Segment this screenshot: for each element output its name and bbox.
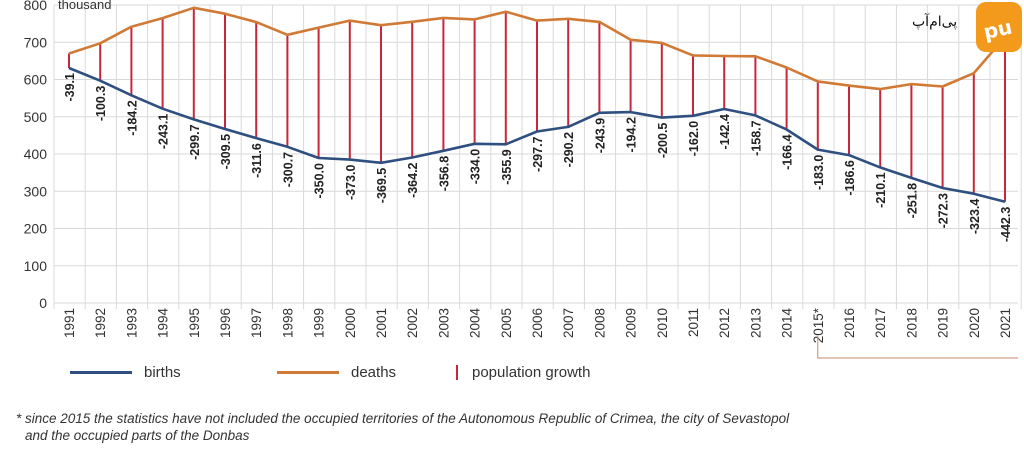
x-tick-label: 2020 (967, 308, 982, 338)
x-tick-label: 1994 (156, 308, 171, 339)
y-tick-label: 0 (39, 295, 47, 311)
growth-value-label: -355.9 (500, 149, 514, 184)
growth-value-label: -350.0 (313, 163, 327, 198)
x-tick-label: 1993 (124, 308, 139, 338)
x-tick-label: 2016 (842, 308, 857, 338)
logo-badge-icon: pu (976, 2, 1022, 52)
y-axis-unit-label: thousand (58, 0, 112, 12)
legend-item-births: births (70, 364, 181, 381)
y-tick-label: 700 (24, 34, 48, 50)
y-tick-label: 400 (24, 146, 48, 162)
grid (53, 4, 1022, 309)
x-tick-label: 2015* (811, 307, 826, 343)
legend-swatch-births (70, 371, 132, 374)
growth-value-label: -442.3 (999, 207, 1013, 242)
growth-value-label: -243.1 (157, 114, 171, 149)
growth-value-label: -166.4 (781, 134, 795, 169)
growth-value-label: -334.0 (469, 149, 483, 184)
x-tick-label: 2006 (530, 308, 545, 338)
x-axis-ticks: 1991 1992 1993 1994 1995 1996 1997 1998 1999 2000… (62, 307, 1013, 343)
growth-value-label: -194.2 (625, 117, 639, 152)
growth-value-label: -299.7 (188, 124, 202, 159)
legend-label-growth: population growth (472, 364, 591, 381)
x-tick-label: 2012 (717, 308, 732, 338)
x-tick-label: 2011 (686, 308, 701, 337)
y-tick-label: 200 (24, 221, 48, 237)
x-tick-label: 2017 (873, 308, 888, 338)
legend-swatch-deaths (277, 371, 339, 374)
legend-item-growth: population growth (456, 364, 590, 381)
growth-value-label: -309.5 (219, 134, 233, 169)
series-lines (68, 6, 1006, 203)
growth-value-label: -142.4 (718, 114, 732, 149)
x-tick-label: 2009 (624, 308, 639, 338)
x-tick-label: 2000 (343, 308, 358, 338)
growth-value-label: -186.6 (843, 160, 857, 195)
x-tick-label: 1998 (280, 308, 295, 338)
x-tick-label: 2007 (561, 308, 576, 338)
footnote-line-1: * since 2015 the statistics have not inc… (16, 411, 790, 426)
x-tick-label: 1995 (187, 308, 202, 338)
legend-swatch-growth (456, 365, 458, 380)
logo-text: پی‌ام‌آپ (912, 14, 958, 30)
growth-bars (68, 7, 1006, 202)
growth-value-label: -364.2 (406, 162, 420, 197)
growth-value-label: -373.0 (344, 165, 358, 200)
growth-value-label: -311.6 (250, 143, 264, 178)
growth-labels: -39.1 -100.3 -184.2 -243.1 -299.7 -309.5 -311.… (63, 73, 1013, 242)
x-tick-label: 2019 (936, 308, 951, 338)
footnote-line-2: and the occupied parts of the Donbas (25, 428, 250, 443)
growth-value-label: -183.0 (812, 155, 826, 190)
x-tick-label: 2004 (468, 308, 483, 339)
legend-item-deaths: deaths (277, 364, 396, 381)
x-tick-label: 2002 (405, 308, 420, 338)
legend-label-deaths: deaths (351, 364, 397, 381)
x-tick-label: 2021 (998, 308, 1013, 338)
x-tick-label: 1997 (249, 308, 264, 338)
growth-value-label: -162.0 (687, 121, 701, 156)
y-axis-ticks: 0 100 200 300 400 500 600 700 800 (24, 0, 48, 311)
x-tick-label: 1991 (62, 308, 77, 338)
y-tick-label: 800 (24, 0, 48, 13)
x-tick-label: 2014 (780, 308, 795, 339)
svg-text:pu: pu (981, 15, 1014, 44)
x-tick-label: 1992 (93, 308, 108, 338)
crimea-bracket (817, 336, 1018, 359)
x-tick-label: 2003 (436, 308, 451, 338)
y-tick-label: 300 (24, 183, 48, 199)
growth-value-label: -100.3 (94, 86, 108, 121)
growth-value-label: -200.5 (656, 123, 670, 158)
x-tick-label: 2005 (499, 308, 514, 338)
y-tick-label: 600 (24, 72, 48, 88)
growth-value-label: -243.9 (593, 118, 607, 153)
growth-value-label: -369.5 (375, 168, 389, 203)
x-tick-label: 2013 (748, 308, 763, 338)
growth-value-label: -210.1 (874, 172, 888, 207)
growth-value-label: -272.3 (937, 193, 951, 228)
growth-value-label: -300.7 (281, 152, 295, 187)
growth-value-label: -323.4 (968, 199, 982, 234)
growth-value-label: -158.7 (749, 120, 763, 155)
growth-value-label: -356.8 (437, 156, 451, 191)
growth-value-label: -251.8 (905, 183, 919, 218)
y-tick-label: 100 (24, 258, 48, 274)
growth-value-label: -39.1 (63, 73, 77, 102)
x-tick-label: 2008 (592, 308, 607, 338)
watermark-logo: پی‌ام‌آپ pu (912, 2, 1022, 54)
deaths-line (68, 6, 1006, 91)
legend-label-births: births (144, 364, 181, 381)
growth-value-label: -290.2 (562, 132, 576, 167)
births-line (68, 66, 1006, 203)
crimea-bracket-line (817, 336, 1018, 359)
x-tick-label: 1999 (312, 308, 327, 338)
x-tick-label: 1996 (218, 308, 233, 338)
growth-value-label: -184.2 (125, 100, 139, 135)
growth-value-label: -297.7 (531, 136, 545, 171)
footnote: * since 2015 the statistics have not inc… (16, 410, 976, 444)
x-tick-label: 2018 (904, 308, 919, 338)
y-tick-label: 500 (24, 109, 48, 125)
x-tick-label: 2001 (374, 308, 389, 338)
x-tick-label: 2010 (655, 308, 670, 338)
